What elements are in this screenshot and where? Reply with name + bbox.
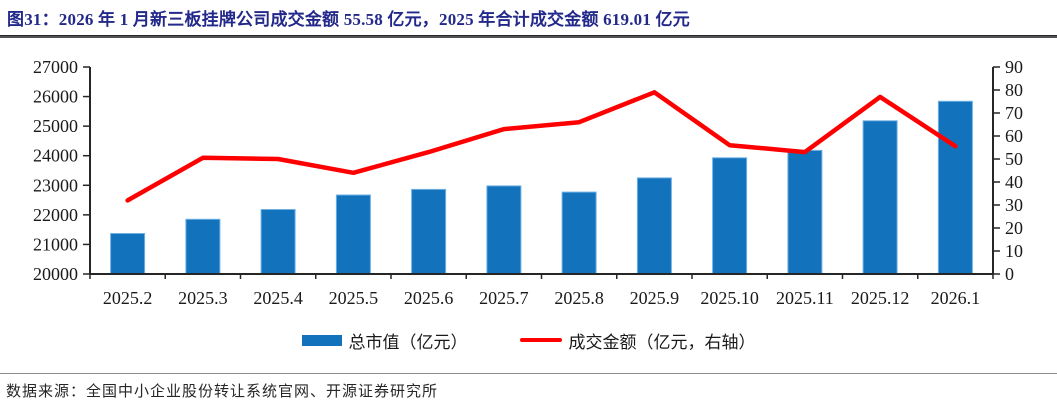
title-divider [0,35,1057,38]
turnover-line-series [125,90,958,203]
bar-2025.4 [260,209,296,275]
x-axis-label: 2025.5 [329,288,379,308]
right-axis-tick-label: 30 [1005,195,1023,215]
bar-2025.7 [486,185,522,275]
bar-2025.6 [411,188,447,275]
x-axis-label: 2025.2 [103,288,153,308]
bar-2025.9 [636,177,672,275]
figure-title: 图31：2026 年 1 月新三板挂牌公司成交金额 55.58 亿元，2025 … [7,10,690,29]
footer-divider [0,373,1057,374]
bar-2025.2 [110,233,146,275]
right-axis-tick-label: 80 [1005,80,1023,100]
bar-2025.12 [862,120,898,275]
bar-2025.5 [335,194,371,275]
x-axis-label: 2025.10 [700,288,759,308]
right-axis-tick-label: 60 [1005,126,1023,146]
left-axis-tick-label: 24000 [33,146,78,166]
x-axis-label: 2026.1 [931,288,981,308]
x-axis-label: 2025.4 [253,288,303,308]
x-axis-label: 2025.7 [479,288,529,308]
right-axis-tick-label: 20 [1005,218,1023,238]
x-axis-label: 2025.9 [630,288,680,308]
bar-swatch-icon [301,334,342,346]
left-axis-tick-label: 26000 [33,87,78,107]
right-axis-tick-label: 50 [1005,149,1023,169]
bar-2025.3 [185,218,221,275]
left-axis-tick-label: 20000 [33,264,78,284]
line-swatch-icon [519,338,562,342]
bar-2025.10 [712,157,748,275]
legend-item-turnover: 成交金额（亿元，右轴） [519,328,756,353]
x-axis-label: 2025.6 [404,288,454,308]
x-axis-label: 2025.12 [851,288,910,308]
right-axis-tick-label: 40 [1005,172,1023,192]
left-axis-tick-label: 21000 [33,234,78,254]
right-axis-tick-label: 90 [1005,57,1023,77]
right-axis-tick-label: 10 [1005,241,1023,261]
chart-legend: 总市值（亿元） 成交金额（亿元，右轴） [0,328,1057,353]
combo-bar-line-chart: 20000 21000 22000 23000 24000 25000 26000 27000… [33,57,1023,308]
bar-2025.8 [561,191,597,275]
x-axis-label: 2025.3 [178,288,228,308]
left-axis-tick-label: 22000 [33,205,78,225]
left-axis-tick-label: 25000 [33,116,78,136]
bar-2025.11 [787,149,823,275]
data-source: 数据来源：全国中小企业股份转让系统官网、开源证券研究所 [6,384,439,400]
right-axis-tick-label: 0 [1005,264,1014,284]
x-axis-label: 2025.11 [776,288,834,308]
x-axis-label: 2025.8 [554,288,604,308]
legend-label-market-cap: 总市值（亿元） [348,332,468,352]
legend-item-market-cap: 总市值（亿元） [301,328,468,353]
right-axis-tick-label: 70 [1005,103,1023,123]
left-axis-tick-label: 27000 [33,57,78,77]
bar-2026.1 [937,100,973,275]
left-axis-tick-label: 23000 [33,175,78,195]
legend-label-turnover: 成交金额（亿元，右轴） [568,332,756,352]
